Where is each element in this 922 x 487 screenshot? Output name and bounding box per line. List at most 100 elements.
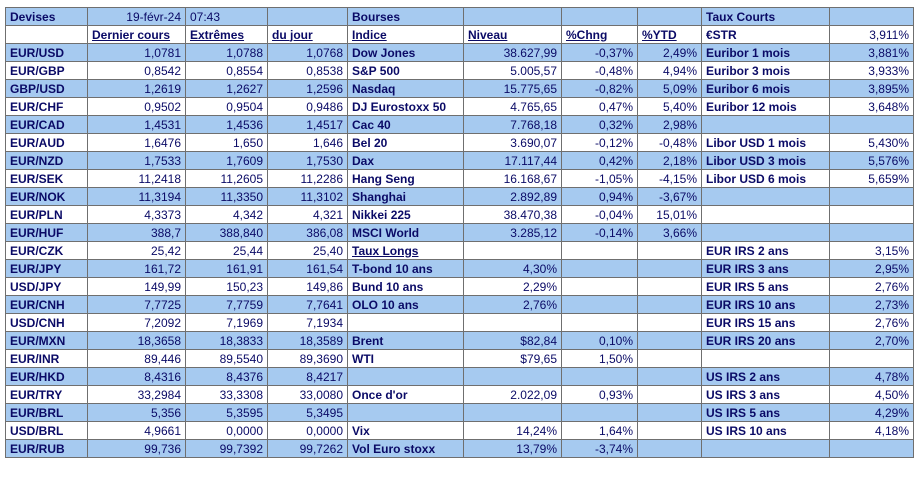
rate-name: EUR IRS 10 ans — [701, 295, 830, 314]
rate-value: 2,95% — [829, 259, 914, 278]
currency-pair: EUR/CAD — [5, 115, 88, 134]
last-price: 4,9661 — [87, 421, 186, 440]
low-price: 33,0080 — [267, 385, 348, 404]
high-price: 1,4536 — [185, 115, 268, 134]
header-empty — [637, 7, 702, 26]
col-du-jour: du jour — [267, 25, 348, 44]
index-level: 38.627,99 — [463, 43, 562, 62]
column-header-empty — [5, 25, 88, 44]
last-price: 7,7725 — [87, 295, 186, 314]
col-chng: %Chng — [561, 25, 638, 44]
change-pct — [561, 241, 638, 260]
index-level: 5.005,57 — [463, 61, 562, 80]
rate-name — [701, 187, 830, 206]
index-level: 15.775,65 — [463, 79, 562, 98]
index-name: Dax — [347, 151, 464, 170]
index-level: 13,79% — [463, 439, 562, 458]
last-price: 388,7 — [87, 223, 186, 242]
index-name — [347, 367, 464, 386]
high-price: 25,44 — [185, 241, 268, 260]
index-level: 3.285,12 — [463, 223, 562, 242]
table-row: EUR/TRY 33,2984 33,3308 33,0080 Once d'or 2.0… — [5, 385, 914, 404]
rate-name: Libor USD 6 mois — [701, 169, 830, 188]
rate-name: EUR IRS 20 ans — [701, 331, 830, 350]
index-name: OLO 10 ans — [347, 295, 464, 314]
last-price: 1,4531 — [87, 115, 186, 134]
high-price: 7,7759 — [185, 295, 268, 314]
currency-pair: EUR/USD — [5, 43, 88, 62]
index-name: Shanghai — [347, 187, 464, 206]
rate-name — [701, 349, 830, 368]
change-pct — [561, 277, 638, 296]
index-level: 3.690,07 — [463, 133, 562, 152]
last-price: 89,446 — [87, 349, 186, 368]
col-extremes: Extrêmes — [185, 25, 268, 44]
change-pct: -0,37% — [561, 43, 638, 62]
currency-pair: USD/JPY — [5, 277, 88, 296]
currency-pair: EUR/JPY — [5, 259, 88, 278]
rate-value: 4,18% — [829, 421, 914, 440]
table-row: EUR/INR 89,446 89,5540 89,3690 WTI $79,65 1,50… — [5, 349, 914, 368]
table-row: EUR/CNH 7,7725 7,7759 7,7641 OLO 10 ans 2,76%… — [5, 295, 914, 314]
currency-pair: EUR/AUD — [5, 133, 88, 152]
high-price: 161,91 — [185, 259, 268, 278]
index-level — [463, 241, 562, 260]
header-empty — [463, 7, 562, 26]
table-row: EUR/BRL 5,356 5,3595 5,3495 US IRS 5 ans 4,29… — [5, 403, 914, 422]
low-price: 1,7530 — [267, 151, 348, 170]
currency-pair: EUR/HUF — [5, 223, 88, 242]
rate-value — [829, 115, 914, 134]
low-price: 18,3589 — [267, 331, 348, 350]
ytd-pct: 2,49% — [637, 43, 702, 62]
table-row: EUR/AUD 1,6476 1,650 1,646 Bel 20 3.690,07 -0,… — [5, 133, 914, 152]
table-row: EUR/NZD 1,7533 1,7609 1,7530 Dax 17.117,44 0,4… — [5, 151, 914, 170]
low-price: 99,7262 — [267, 439, 348, 458]
change-pct: -0,48% — [561, 61, 638, 80]
index-name: Bel 20 — [347, 133, 464, 152]
ytd-pct: 2,18% — [637, 151, 702, 170]
index-name: Bund 10 ans — [347, 277, 464, 296]
rate-value: 5,659% — [829, 169, 914, 188]
index-level: 2.892,89 — [463, 187, 562, 206]
change-pct: 0,47% — [561, 97, 638, 116]
index-level: $82,84 — [463, 331, 562, 350]
high-price: 11,2605 — [185, 169, 268, 188]
last-price: 0,8542 — [87, 61, 186, 80]
currency-pair: EUR/CHF — [5, 97, 88, 116]
rate-name: Libor USD 3 mois — [701, 151, 830, 170]
col-niveau: Niveau — [463, 25, 562, 44]
currency-pair: EUR/CNH — [5, 295, 88, 314]
index-level: 2.022,09 — [463, 385, 562, 404]
rate-name: EUR IRS 15 ans — [701, 313, 830, 332]
index-level — [463, 313, 562, 332]
change-pct: -0,82% — [561, 79, 638, 98]
index-name: Dow Jones — [347, 43, 464, 62]
rate-name: US IRS 10 ans — [701, 421, 830, 440]
currency-pair: EUR/HKD — [5, 367, 88, 386]
rate-value: 5,430% — [829, 133, 914, 152]
rate-value: 4,50% — [829, 385, 914, 404]
ytd-pct — [637, 349, 702, 368]
low-price: 0,9486 — [267, 97, 348, 116]
table-row: EUR/PLN 4,3373 4,342 4,321 Nikkei 225 38.470,… — [5, 205, 914, 224]
currency-pair: GBP/USD — [5, 79, 88, 98]
low-price: 1,4517 — [267, 115, 348, 134]
market-table: Devises 19-févr-24 07:43 Bourses Taux Co… — [5, 7, 914, 458]
high-price: 1,650 — [185, 133, 268, 152]
rate-name: EUR IRS 3 ans — [701, 259, 830, 278]
index-level: 2,76% — [463, 295, 562, 314]
rate-name: EUR IRS 5 ans — [701, 277, 830, 296]
high-price: 388,840 — [185, 223, 268, 242]
rate-value — [829, 349, 914, 368]
index-level: $79,65 — [463, 349, 562, 368]
ytd-pct — [637, 259, 702, 278]
index-name: Once d'or — [347, 385, 464, 404]
ytd-pct: -3,67% — [637, 187, 702, 206]
change-pct — [561, 367, 638, 386]
high-price: 18,3833 — [185, 331, 268, 350]
rate-value: 4,78% — [829, 367, 914, 386]
index-name: MSCI World — [347, 223, 464, 242]
index-name: Hang Seng — [347, 169, 464, 188]
table-row: USD/JPY 149,99 150,23 149,86 Bund 10 ans 2,29… — [5, 277, 914, 296]
last-price: 33,2984 — [87, 385, 186, 404]
